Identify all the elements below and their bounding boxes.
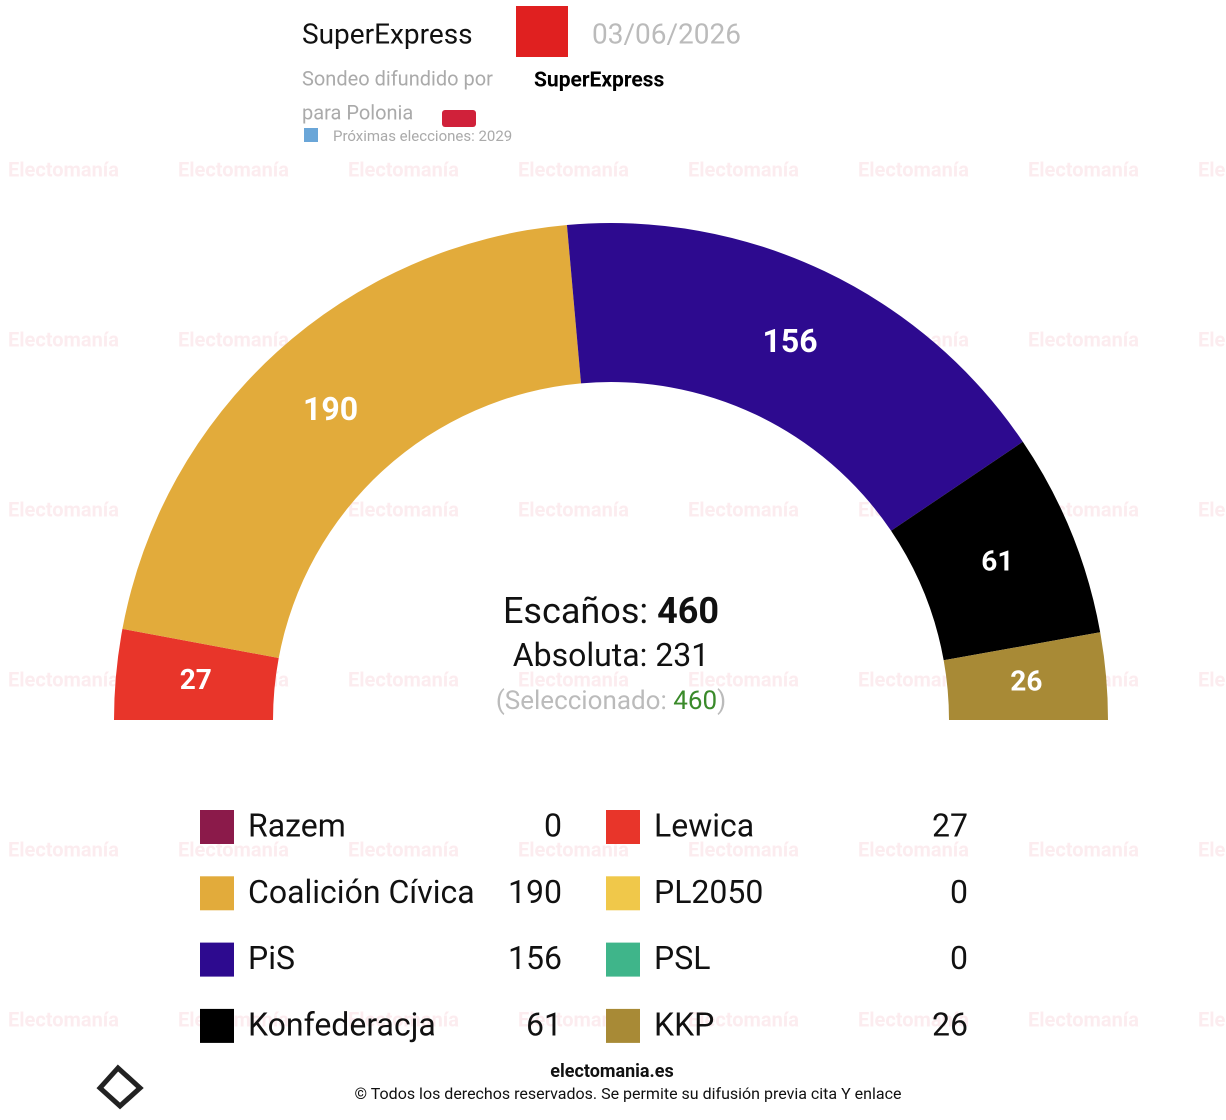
legend-value: 156 (508, 939, 562, 977)
watermark: Electomanía (8, 667, 119, 691)
legend-name: PL2050 (654, 873, 763, 911)
next-election: Próximas elecciones: 2029 (333, 127, 512, 145)
legend-value: 27 (932, 806, 968, 844)
source-prefix: Sondeo difundido por (302, 66, 493, 90)
flag (442, 110, 476, 127)
legend-icon (606, 876, 640, 911)
seat-segment (943, 632, 1108, 720)
legend-value: 0 (950, 939, 968, 977)
watermark: Electomanía (348, 667, 459, 691)
watermark: Electomanía (688, 157, 799, 181)
seat-label: 26 (1010, 664, 1042, 697)
legend-icon (200, 876, 234, 911)
legend-value: 0 (544, 806, 562, 844)
legend-icon (606, 942, 640, 977)
watermark: Electomanía (1028, 1007, 1139, 1031)
legend-value: 61 (526, 1005, 562, 1043)
selected-suffix: ) (717, 686, 726, 716)
watermark: Electomanía (348, 497, 459, 521)
rights: © Todos los derechos reservados. Se perm… (355, 1084, 902, 1103)
selected-value: 460 (673, 686, 717, 716)
watermark: Electomanía (1198, 327, 1226, 351)
seat-segment (566, 223, 1023, 531)
watermark: Electomanía (1198, 1007, 1226, 1031)
watermark: Electomanía (8, 1007, 119, 1031)
seat-label: 190 (303, 390, 358, 428)
date: 03/06/2026 (592, 17, 741, 50)
region: para Polonia (302, 100, 413, 124)
watermark: Electomanía (858, 1007, 969, 1031)
legend-name: KKP (654, 1005, 714, 1043)
ballot-icon (304, 128, 318, 142)
seats-label: Escaños: (503, 590, 648, 632)
legend-value: 0 (950, 873, 968, 911)
watermark: Electomanía (518, 667, 629, 691)
watermark: Electomanía (8, 837, 119, 861)
watermark: Electomanía (1198, 157, 1226, 181)
seat-segment (122, 224, 582, 659)
legend-icon (200, 1008, 234, 1043)
watermark: Electomanía (8, 497, 119, 521)
legend-name: Razem (248, 806, 346, 844)
watermark: Electomanía (1198, 837, 1226, 861)
legend-name: Coalición Cívica (248, 873, 475, 911)
watermark: Electomanía (178, 157, 289, 181)
seat-label: 27 (180, 663, 212, 696)
legend-name: PiS (248, 939, 295, 977)
legend-icon (606, 810, 640, 844)
seats: Escaños: 460 (503, 590, 719, 632)
selected: (Seleccionado: 460) (496, 686, 726, 716)
seat-label: 156 (763, 322, 818, 360)
seat-label: 61 (981, 544, 1013, 577)
watermark: Electomanía (688, 667, 799, 691)
selected-prefix: (Seleccionado: (496, 686, 667, 716)
watermark: Electomanía (1198, 497, 1226, 521)
watermark: Electomanía (178, 327, 289, 351)
majority: Absoluta: 231 (513, 636, 710, 674)
legend: Razem 0 Lewica 27 Coalición Cívica 190 PL2050 0… (200, 806, 968, 1043)
watermark: Electomanía (348, 837, 459, 861)
watermark: Electomanía (1198, 667, 1226, 691)
legend-value: 190 (508, 873, 562, 911)
watermark: Electomanía (858, 157, 969, 181)
hemicycle: 27 190 156 61 26 (114, 223, 1108, 720)
pollster: SuperExpress (302, 17, 473, 50)
source: SuperExpress (534, 69, 664, 93)
watermark: Electomanía (688, 497, 799, 521)
watermark: Electomanía (1028, 327, 1139, 351)
legend-name: PSL (654, 939, 710, 977)
legend-icon (200, 810, 234, 844)
watermark: Electomanía (1028, 157, 1139, 181)
majority-value: 231 (655, 636, 709, 674)
watermark: Electomanía (518, 157, 629, 181)
pollster-logo (516, 6, 568, 57)
majority-label: Absoluta: (513, 636, 648, 674)
legend-value: 26 (932, 1005, 968, 1043)
watermark: Electomanía (1028, 837, 1139, 861)
watermark: Electomanía (8, 157, 119, 181)
site: electomania.es (550, 1061, 674, 1082)
legend-name: Lewica (654, 806, 754, 844)
watermark: Electomanía (348, 1007, 459, 1031)
seats-value: 460 (657, 590, 719, 632)
watermark: Electomanía (8, 327, 119, 351)
seat-segment (114, 628, 279, 720)
legend-icon (200, 942, 234, 977)
legend-icon (606, 1008, 640, 1043)
watermark: Electomanía (858, 837, 969, 861)
watermark: Electomanía (518, 497, 629, 521)
seat-segment (891, 441, 1101, 661)
site-logo (96, 1064, 144, 1110)
watermark: Electomanía (688, 1007, 799, 1031)
watermark: Electomanía (348, 157, 459, 181)
legend-name: Konfederacja (248, 1005, 436, 1043)
watermark: Electomanía (688, 837, 799, 861)
